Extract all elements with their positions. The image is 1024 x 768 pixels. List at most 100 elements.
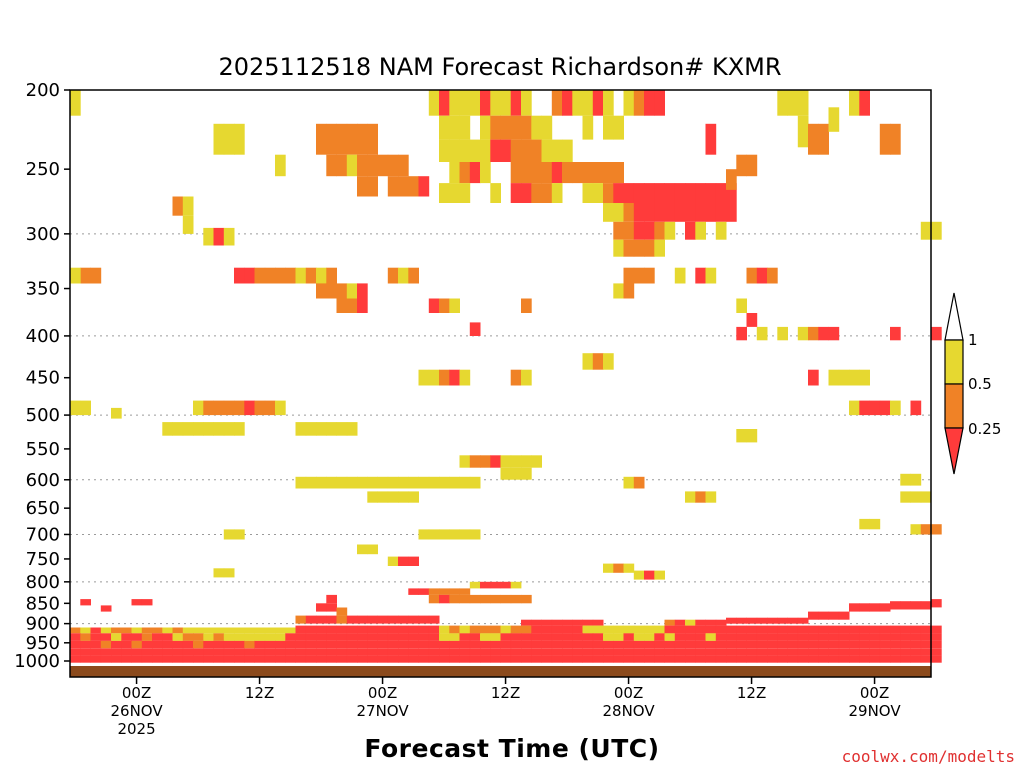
heatmap-cell bbox=[469, 529, 481, 540]
heatmap-cell bbox=[90, 633, 102, 641]
heatmap-cell bbox=[541, 619, 553, 626]
heatmap-cell bbox=[295, 267, 307, 284]
heatmap-cell bbox=[100, 605, 112, 612]
heatmap-cell bbox=[428, 648, 440, 656]
heatmap-cell bbox=[746, 648, 758, 656]
heatmap-cell bbox=[644, 570, 655, 580]
heatmap-cell bbox=[346, 655, 358, 663]
y-tick-label-350: 350 bbox=[26, 279, 60, 300]
heatmap-cell bbox=[521, 183, 532, 203]
heatmap-cell bbox=[869, 655, 881, 663]
heatmap-cell bbox=[408, 476, 419, 489]
credit-link[interactable]: coolwx.com/modelts bbox=[842, 747, 1015, 766]
heatmap-cell bbox=[111, 655, 122, 663]
heatmap-cell bbox=[131, 599, 143, 606]
heatmap-cell bbox=[623, 239, 635, 257]
heatmap-cell bbox=[223, 529, 235, 540]
heatmap-cell bbox=[715, 655, 727, 663]
heatmap-cell bbox=[336, 633, 348, 641]
heatmap-cell bbox=[849, 633, 860, 641]
heatmap-cell bbox=[736, 429, 747, 443]
heatmap-cell bbox=[818, 625, 829, 634]
heatmap-cell bbox=[572, 162, 583, 184]
heatmap-cell bbox=[449, 633, 460, 641]
heatmap-cell bbox=[613, 221, 624, 240]
heatmap-cell bbox=[551, 655, 563, 663]
heatmap-cell bbox=[480, 640, 491, 649]
heatmap-cell bbox=[469, 322, 481, 336]
heatmap-cell bbox=[439, 183, 450, 203]
heatmap-cell bbox=[213, 633, 225, 641]
heatmap-cell bbox=[715, 221, 727, 240]
heatmap-cell bbox=[931, 221, 942, 240]
heatmap-cell bbox=[838, 633, 850, 641]
heatmap-cell bbox=[336, 476, 348, 489]
heatmap-cell bbox=[428, 655, 440, 663]
heatmap-cell bbox=[695, 221, 706, 240]
heatmap-cell bbox=[326, 655, 337, 663]
heatmap-cell bbox=[449, 162, 460, 184]
heatmap-cell bbox=[141, 655, 153, 663]
heatmap-cell bbox=[931, 625, 942, 634]
heatmap-cell bbox=[254, 267, 266, 284]
heatmap-cell bbox=[869, 603, 881, 612]
heatmap-cell bbox=[654, 221, 665, 240]
heatmap-cell bbox=[777, 326, 788, 341]
heatmap-cell bbox=[592, 640, 604, 649]
heatmap-cell bbox=[234, 529, 245, 540]
heatmap-cell bbox=[736, 655, 747, 663]
heatmap-cell bbox=[562, 655, 573, 663]
heatmap-cell bbox=[685, 203, 696, 222]
y-tick-label-1000: 1000 bbox=[14, 651, 60, 672]
heatmap-cell bbox=[521, 655, 532, 663]
heatmap-cell bbox=[633, 570, 645, 580]
heatmap-cell bbox=[70, 400, 81, 416]
heatmap-cell bbox=[746, 313, 758, 327]
heatmap-cell bbox=[705, 655, 717, 663]
heatmap-cell bbox=[449, 640, 460, 649]
heatmap-cell bbox=[398, 648, 409, 656]
heatmap-cell bbox=[726, 640, 737, 649]
heatmap-cell bbox=[551, 619, 563, 626]
heatmap-cell bbox=[490, 183, 501, 203]
y-tick-label-900: 900 bbox=[26, 614, 60, 635]
heatmap-cell bbox=[859, 640, 870, 649]
x-tick-label: 00Z bbox=[122, 684, 151, 702]
heatmap-cell bbox=[193, 640, 204, 649]
heatmap-cell bbox=[797, 625, 809, 634]
heatmap-cell bbox=[439, 640, 450, 649]
heatmap-cell bbox=[223, 568, 235, 578]
heatmap-cell bbox=[592, 90, 604, 116]
heatmap-cell bbox=[715, 619, 727, 626]
heatmap-cell bbox=[469, 655, 481, 663]
heatmap-cell bbox=[70, 90, 81, 116]
heatmap-cell bbox=[562, 90, 573, 116]
heatmap-cell bbox=[387, 655, 399, 663]
heatmap-cell bbox=[398, 491, 409, 503]
heatmap-cell bbox=[254, 655, 266, 663]
heatmap-cell bbox=[500, 467, 512, 480]
heatmap-cell bbox=[623, 90, 635, 116]
chart-title: 2025112518 NAM Forecast Richardson# KXMR bbox=[218, 53, 781, 81]
heatmap-cell bbox=[787, 617, 799, 624]
heatmap-cell bbox=[295, 476, 307, 489]
heatmap-cell bbox=[838, 611, 850, 620]
heatmap-cell bbox=[336, 640, 348, 649]
heatmap-cell bbox=[510, 625, 522, 634]
heatmap-cell bbox=[603, 625, 614, 634]
heatmap-cell bbox=[767, 625, 778, 634]
heatmap-cell bbox=[254, 633, 266, 641]
heatmap-cell bbox=[920, 640, 932, 649]
heatmap-cell bbox=[859, 369, 870, 386]
heatmap-cell bbox=[131, 633, 143, 641]
heatmap-cell bbox=[541, 625, 553, 634]
x-tick-label: 12Z bbox=[491, 684, 520, 702]
heatmap-cell bbox=[295, 633, 307, 641]
heatmap-cell bbox=[449, 139, 460, 162]
heatmap-cell bbox=[357, 640, 368, 649]
heatmap-cell bbox=[490, 594, 501, 604]
heatmap-cell bbox=[705, 267, 717, 284]
heatmap-cell bbox=[674, 267, 686, 284]
heatmap-cell bbox=[100, 640, 112, 649]
heatmap-cell bbox=[726, 655, 737, 663]
